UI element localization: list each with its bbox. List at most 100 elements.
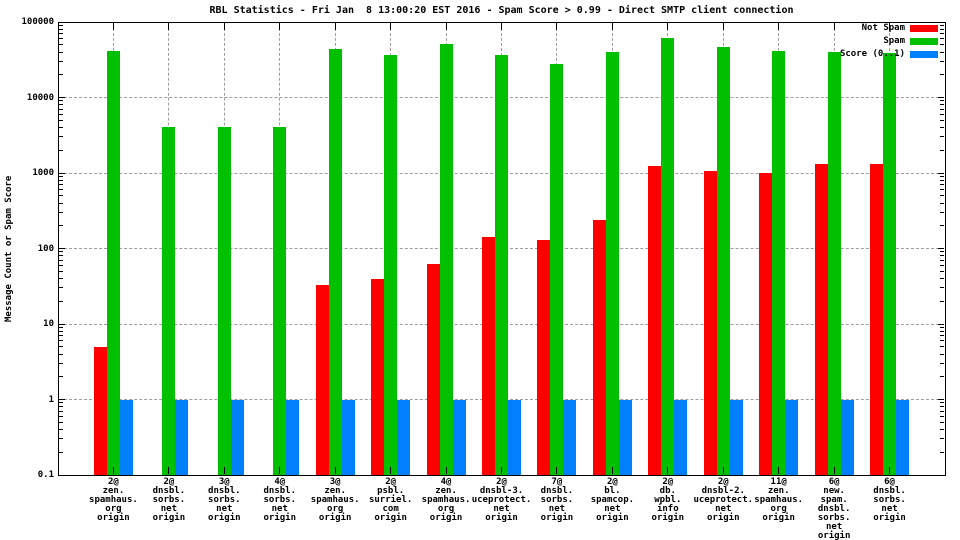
y-minor-tick [59, 335, 63, 337]
not-spam-bar [537, 240, 550, 475]
y-minor-tick [59, 184, 63, 186]
y-tick-label: 10 [43, 319, 54, 329]
spam-bar [717, 47, 730, 475]
x-tick-label-line: net [604, 504, 621, 514]
not-spam-bar [759, 173, 772, 475]
not-spam-bar [648, 165, 661, 475]
x-tick-label-line: origin [706, 513, 740, 523]
x-tick-label-line: com [382, 504, 399, 514]
x-tick-label-line: info [656, 504, 679, 514]
legend: Not Spam Spam Score (0..1) [840, 23, 938, 59]
y-tick-label: 10000 [26, 92, 54, 103]
score-0-1-bar [674, 399, 687, 475]
y-minor-tick [940, 335, 944, 337]
x-tick-label: 3@ zen. spamhaus. org origin [293, 478, 377, 523]
x-tick [556, 23, 558, 30]
y-minor-tick [940, 60, 944, 62]
x-tick-label: 2@ zen. spamhaus. org origin [71, 478, 155, 523]
x-tick-label: 7@ dnsbl. sorbs. net origin [515, 478, 599, 523]
y-minor-tick [940, 300, 944, 302]
x-tick-label-line: zen. [767, 486, 790, 496]
x-tick-label: 4@ dnsbl. sorbs. net origin [238, 478, 322, 523]
legend-entry-spam: Spam [883, 36, 938, 46]
x-tick-label-line: org [327, 504, 344, 514]
x-tick-label-line: 2@ [163, 477, 175, 487]
x-tick [667, 467, 669, 474]
spam-bar [273, 126, 286, 475]
not-spam-bar [593, 219, 606, 475]
x-tick-label-line: bl. [604, 486, 621, 496]
x-tick [722, 23, 724, 30]
y-minor-tick [940, 402, 944, 404]
y-minor-tick [940, 438, 944, 440]
y-minor-tick [59, 259, 63, 261]
y-minor-tick [59, 300, 63, 302]
y-major-tick [938, 248, 944, 249]
spam-bar [162, 126, 175, 475]
y-minor-tick [940, 429, 944, 431]
y-minor-tick [59, 330, 63, 332]
y-minor-tick [940, 353, 944, 355]
y-minor-tick [59, 28, 63, 30]
score-0-1-bar [508, 399, 521, 475]
y-minor-tick [940, 136, 944, 138]
x-tick-label-line: uceprotect. [693, 495, 754, 505]
y-tick-label: 100 [37, 243, 54, 254]
x-tick-label-line: origin [152, 513, 186, 523]
x-tick-label-line: dnsbl. [873, 486, 906, 496]
x-tick-label: 4@ zen. spamhaus. org origin [404, 478, 488, 523]
legend-label: Score (0..1) [839, 49, 905, 59]
x-tick [334, 467, 336, 474]
x-tick-label: 2@ dnsbl-3. uceprotect. net origin [460, 478, 544, 523]
y-minor-tick [59, 127, 63, 129]
x-tick [445, 467, 447, 474]
legend-entry-score-0-1: Score (0..1) [840, 49, 938, 59]
x-tick-label-line: 6@ [828, 477, 840, 487]
x-tick-label-line: origin [374, 513, 407, 523]
y-minor-tick [59, 189, 63, 191]
y-minor-tick [59, 119, 63, 121]
y-minor-tick [940, 104, 944, 106]
legend-swatch-score-0-1 [910, 50, 938, 58]
x-tick [611, 467, 613, 474]
x-tick-label-line: origin [540, 513, 574, 523]
x-tick-label-line: zen. [324, 486, 347, 496]
y-minor-tick [59, 136, 63, 138]
y-minor-tick [940, 175, 944, 177]
x-tick [889, 467, 891, 474]
x-tick-label: 2@ dnsbl. sorbs. net origin [127, 478, 211, 523]
y-minor-tick [59, 438, 63, 440]
y-minor-tick [940, 28, 944, 30]
x-tick-label-line: 2@ [662, 477, 674, 487]
x-tick-label: 6@ new. spam. dnsbl. sorbs. net origin [792, 478, 876, 540]
x-tick-label: 2@ dnsbl-2. uceprotect. net origin [681, 478, 765, 523]
spam-bar [606, 52, 619, 475]
y-minor-tick [940, 195, 944, 197]
x-tick-label: 2@ psbl. surriel. com origin [349, 478, 433, 523]
x-tick-label-line: zen. [435, 486, 457, 496]
x-tick [501, 467, 502, 474]
x-tick-label-line: sorbs. [263, 495, 296, 505]
y-minor-tick [940, 44, 944, 46]
y-major-tick [938, 172, 944, 174]
x-tick-label-line: 3@ [329, 477, 341, 487]
y-minor-tick [940, 326, 944, 328]
y-minor-tick [59, 104, 63, 106]
y-minor-tick [940, 119, 944, 121]
x-tick-label-line: origin [817, 531, 851, 540]
spam-bar [218, 126, 231, 475]
y-minor-tick [940, 127, 944, 129]
legend-entry-not-spam: Not Spam [862, 23, 938, 33]
x-tick-label-line: net [548, 504, 566, 514]
y-minor-tick [59, 113, 63, 115]
y-minor-tick [940, 451, 944, 453]
score-0-1-bar [453, 399, 466, 475]
y-minor-tick [940, 270, 944, 272]
y-minor-tick [59, 202, 63, 204]
not-spam-bar [94, 346, 107, 475]
y-minor-tick [59, 195, 63, 197]
y-minor-tick [940, 340, 944, 342]
y-minor-tick [940, 406, 944, 408]
legend-label: Not Spam [861, 23, 905, 33]
